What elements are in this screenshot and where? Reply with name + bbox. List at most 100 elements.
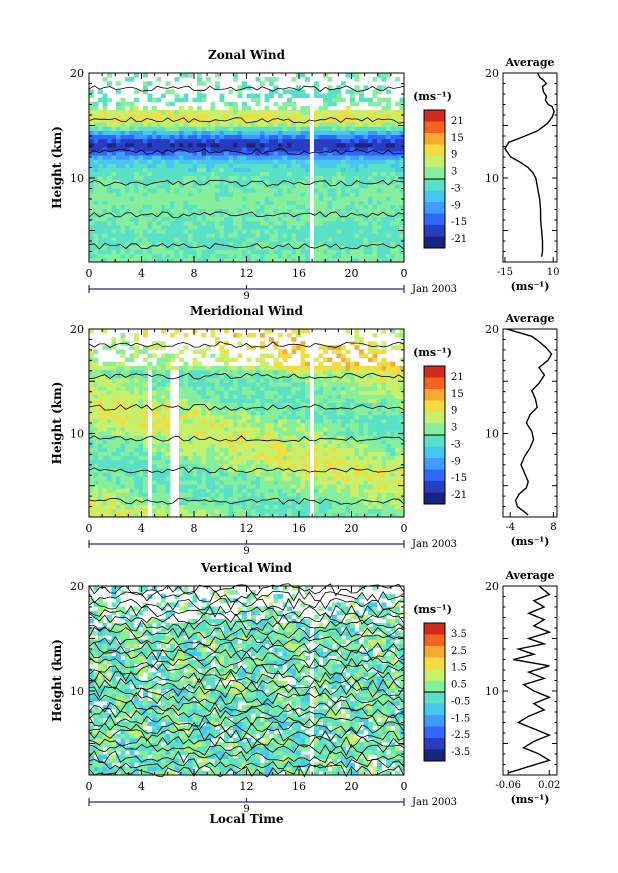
profile-x-tick-label: -4 (505, 522, 515, 533)
panel-2: Meridional Wind 20 10 Height (km) 0 4 8 12 16 20 0… (50, 304, 558, 557)
date-label: Jan 2003 (411, 797, 457, 808)
x-tick-label: 20 (345, 522, 359, 535)
y-axis-label: Height (km) (50, 382, 64, 465)
y-axis-label: Height (km) (50, 639, 64, 722)
profile-y-tick-label: 20 (485, 323, 499, 336)
date-label: Jan 2003 (411, 284, 457, 295)
colorbar-label: 9 (451, 150, 457, 161)
x-tick-label: 4 (138, 267, 145, 280)
chart-title: Vertical Wind (200, 561, 293, 575)
profile-y-tick-label: 10 (485, 685, 499, 698)
x-tick-label: 12 (240, 780, 254, 793)
profile-x-tick-label: 0.02 (538, 780, 560, 791)
colorbar-label: -9 (451, 200, 461, 211)
profile-x-tick-label: 10 (547, 267, 560, 278)
x-tick-label: 0 (86, 267, 93, 280)
colorbar: (ms⁻¹) 21 15 9 3 -3 -9 -15 -21 (413, 346, 467, 505)
y-axis-label: Height (km) (50, 126, 64, 209)
x-tick-label: 12 (240, 522, 254, 535)
colorbar-label: 2.5 (451, 646, 467, 657)
date-tick-label: 9 (243, 546, 249, 557)
colorbar-label: 3.5 (451, 629, 467, 640)
panel-3: Vertical Wind 20 10 Height (km) 0 4 8 12 16 20 0 9 J… (50, 561, 560, 826)
profile-ticks (503, 328, 557, 518)
date-label: Jan 2003 (411, 539, 457, 550)
profile-line (504, 72, 555, 257)
date-tick-label: 9 (243, 291, 249, 302)
date-tick-label: 9 (243, 804, 249, 815)
date-axis (88, 540, 405, 548)
x-tick-label: 12 (240, 267, 254, 280)
y-tick-label: 20 (70, 323, 84, 336)
contour-lines (88, 85, 405, 250)
colorbar-label: 3 (451, 423, 457, 434)
x-tick-label: 16 (292, 267, 306, 280)
x-tick-label: 0 (401, 267, 408, 280)
axis-ticks (88, 72, 405, 263)
x-tick-label: 0 (401, 780, 408, 793)
x-tick-label: 16 (292, 522, 306, 535)
axis-ticks (88, 328, 405, 518)
date-axis (88, 285, 405, 293)
colorbar-unit: (ms⁻¹) (413, 603, 452, 616)
profile-x-tick-label: 8 (550, 522, 556, 533)
colorbar-label: -3 (451, 439, 461, 450)
colorbar-label: 21 (451, 116, 464, 127)
chart-title: Meridional Wind (190, 304, 304, 318)
contour-lines (88, 341, 405, 505)
profile-x-tick-label: -15 (497, 267, 513, 278)
x-tick-label: 0 (86, 522, 93, 535)
colorbar-label: 1.5 (451, 663, 467, 674)
profile-y-tick-label: 10 (485, 172, 499, 185)
colorbar-label: -21 (451, 490, 467, 501)
profile-title: Average (504, 312, 554, 325)
colorbar-unit: (ms⁻¹) (413, 346, 452, 359)
x-tick-label: 4 (138, 780, 145, 793)
x-tick-label: 20 (345, 267, 359, 280)
colorbar: (ms⁻¹) 3.5 2.5 1.5 0.5 -0.5 -1.5 -2.5 -3.5 (413, 603, 470, 762)
x-tick-label: 4 (138, 522, 145, 535)
x-tick-label: 8 (191, 267, 198, 280)
y-tick-label: 20 (70, 580, 84, 593)
profile-line (506, 328, 553, 516)
x-tick-label: 8 (191, 522, 198, 535)
colorbar-label: -3 (451, 183, 461, 194)
x-axis-label: Local Time (209, 812, 283, 826)
average-profile: Average 20 10 -0.06 0.02 (ms⁻¹) (485, 569, 560, 806)
colorbar: (ms⁻¹) 21 15 9 3 -3 -9 -15 -21 (413, 90, 467, 249)
colorbar-label: -15 (451, 217, 467, 228)
average-profile: Average 20 10 -15 10 (ms⁻¹) (485, 56, 560, 293)
profile-x-axis-label: (ms⁻¹) (511, 280, 550, 293)
colorbar-unit: (ms⁻¹) (413, 90, 452, 103)
chart-title: Zonal Wind (208, 48, 286, 62)
y-tick-label: 10 (70, 685, 84, 698)
profile-ticks (503, 585, 557, 776)
colorbar-label: 15 (451, 389, 464, 400)
x-tick-label: 8 (191, 780, 198, 793)
date-axis (88, 798, 405, 806)
colorbar-label: 3 (451, 167, 457, 178)
profile-y-tick-label: 10 (485, 427, 499, 440)
colorbar-label: -1.5 (451, 713, 470, 724)
profile-title: Average (504, 569, 554, 582)
profile-line (507, 585, 552, 774)
colorbar-label: -9 (451, 456, 461, 467)
contour-lines (88, 583, 405, 778)
heatmap-cells (89, 73, 405, 263)
colorbar-label: 21 (451, 372, 464, 383)
x-tick-label: 20 (345, 780, 359, 793)
y-tick-label: 20 (70, 67, 84, 80)
colorbar-label: 9 (451, 406, 457, 417)
profile-x-axis-label: (ms⁻¹) (511, 535, 550, 548)
colorbar-label: 15 (451, 133, 464, 144)
profile-title: Average (504, 56, 554, 69)
average-profile: Average 20 10 -4 8(ms⁻¹) (485, 312, 558, 548)
colorbar-label: -21 (451, 234, 467, 245)
profile-ticks (503, 72, 557, 263)
x-tick-label: 16 (292, 780, 306, 793)
y-tick-label: 10 (70, 427, 84, 440)
profile-x-tick-label: -0.06 (495, 780, 521, 791)
profile-x-axis-label: (ms⁻¹) (511, 793, 550, 806)
colorbar-label: -15 (451, 473, 467, 484)
y-tick-label: 10 (70, 172, 84, 185)
